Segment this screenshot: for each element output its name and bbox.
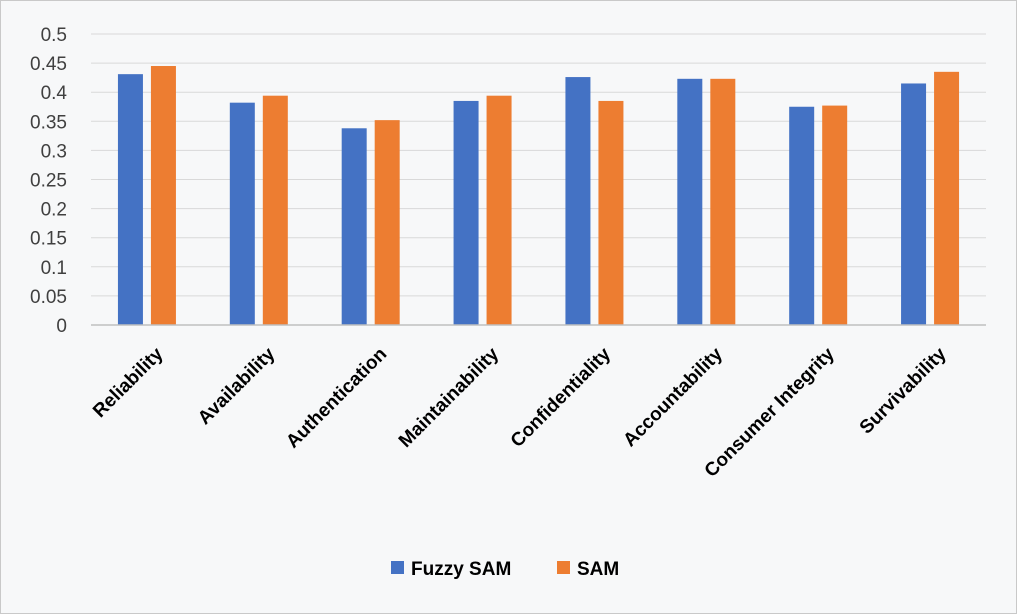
y-axis-ticks: 0 0.05 0.1 0.15 0.2 0.25 0.3 0.35 0.4 0.45 0.5 (30, 25, 67, 337)
bar-sam-accountability (710, 78, 736, 326)
x-tick-label-confidentiality: Confidentiality (507, 343, 615, 451)
legend-label-sam: SAM (577, 559, 619, 580)
bar-fuzzy-sam-reliability (117, 74, 143, 326)
x-tick-label-availability: Availability (194, 343, 280, 429)
x-tick-label-consumer-integrity: Consumer Integrity (701, 343, 839, 481)
bar-sam-maintainability (486, 95, 512, 325)
bar-sam-authentication (374, 120, 400, 325)
y-tick-label-0-4: 0.4 (41, 83, 68, 104)
bar-sam-survivability (934, 71, 960, 325)
bar-sam-confidentiality (598, 100, 624, 326)
y-tick-label-0-5: 0.5 (41, 25, 67, 46)
y-tick-label-0-35: 0.35 (30, 112, 67, 133)
y-tick-label-0: 0 (56, 316, 67, 337)
bar-fuzzy-sam-confidentiality (565, 77, 591, 326)
bar-fuzzy-sam-maintainability (453, 100, 479, 326)
bar-fuzzy-sam-authentication (341, 128, 367, 325)
bars (117, 66, 960, 326)
y-tick-label-0-45: 0.45 (30, 54, 67, 75)
bar-sam-availability (262, 95, 288, 325)
y-tick-label-0-3: 0.3 (41, 141, 67, 162)
bar-fuzzy-sam-survivability (901, 83, 927, 325)
y-tick-label-0-25: 0.25 (30, 171, 67, 192)
legend-label-fuzzy-sam: Fuzzy SAM (411, 559, 511, 580)
y-tick-label-0-15: 0.15 (30, 229, 67, 250)
x-tick-label-maintainability: Maintainability (395, 343, 503, 451)
legend-swatch-sam (557, 561, 570, 574)
y-tick-label-0-05: 0.05 (30, 287, 67, 308)
bar-fuzzy-sam-availability (229, 102, 255, 326)
bar-fuzzy-sam-consumer-integrity (789, 106, 815, 325)
x-tick-label-survivability: Survivability (856, 343, 951, 438)
gridlines (91, 33, 986, 297)
bar-sam-consumer-integrity (822, 105, 848, 325)
x-tick-label-authentication: Authentication (282, 344, 391, 453)
bar-fuzzy-sam-accountability (677, 78, 703, 326)
x-tick-label-accountability: Accountability (619, 343, 727, 451)
bar-sam-reliability (150, 66, 176, 325)
y-tick-label-0-1: 0.1 (41, 258, 67, 279)
y-tick-label-0-2: 0.2 (41, 200, 67, 221)
x-axis-labels: Reliability Availability Authentication Mai… (89, 343, 951, 481)
legend: Fuzzy SAM SAM (391, 559, 619, 580)
x-tick-label-reliability: Reliability (89, 343, 168, 422)
legend-swatch-fuzzy-sam (391, 561, 404, 574)
